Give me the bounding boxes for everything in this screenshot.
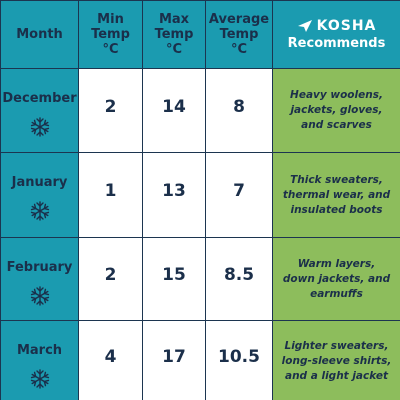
month-cell: December <box>0 68 79 153</box>
header-text: Temp <box>219 27 259 42</box>
snowflake-icon <box>30 201 49 221</box>
min-temp-cell: 1 <box>78 152 143 238</box>
month-name: March <box>16 343 63 358</box>
month-name: February <box>6 260 73 275</box>
header-cell: KOSHA Recommends <box>272 0 400 69</box>
min-temp-cell: 4 <box>78 320 143 400</box>
avg-temp-cell: 7 <box>205 152 273 238</box>
max-temp-cell: 14 <box>142 68 206 153</box>
header-text: Min <box>97 12 124 27</box>
brand-icon <box>297 20 312 32</box>
month-cell: February <box>0 237 79 321</box>
avg-temp: 8 <box>233 96 245 117</box>
recommendation-cell: Warm layers, down jackets, and earmuffs <box>272 237 400 321</box>
max-temp: 17 <box>162 347 186 367</box>
avg-temp-cell: 8 <box>205 68 273 153</box>
header-text: Temp <box>154 27 194 42</box>
min-temp: 2 <box>104 96 117 117</box>
avg-temp: 7 <box>233 181 245 201</box>
header-cell: Average Temp °C <box>205 0 273 69</box>
max-temp: 14 <box>162 96 186 117</box>
snowflake-icon <box>30 286 49 306</box>
avg-temp: 8.5 <box>223 265 255 285</box>
min-temp: 1 <box>104 181 117 201</box>
recommendation-cell: Lighter sweaters, long-sleeve shirts, an… <box>272 320 400 400</box>
snowflake-icon <box>30 369 49 389</box>
header-text: °C <box>230 42 248 57</box>
max-temp-cell: 17 <box>142 320 206 400</box>
header-text: Month <box>16 27 63 42</box>
min-temp-cell: 2 <box>78 237 143 321</box>
recommendation-cell: Thick sweaters, thermal wear, and insula… <box>272 152 400 238</box>
max-temp-cell: 15 <box>142 237 206 321</box>
min-temp: 2 <box>104 265 117 285</box>
month-cell: January <box>0 152 79 238</box>
max-temp: 15 <box>162 265 186 285</box>
avg-temp: 10.5 <box>218 347 260 367</box>
recommendation: Warm layers, down jackets, and earmuffs <box>282 257 391 300</box>
header-cell: Month <box>0 0 79 69</box>
recommendation: Lighter sweaters, long-sleeve shirts, an… <box>281 339 392 382</box>
recommends-label: Recommends <box>287 36 386 51</box>
brand: KOSHA <box>297 18 377 34</box>
min-temp: 4 <box>104 347 117 367</box>
recommendation-cell: Heavy woolens, jackets, gloves, and scar… <box>272 68 400 153</box>
month-name: January <box>11 175 68 190</box>
recommendation: Heavy woolens, jackets, gloves, and scar… <box>290 89 383 131</box>
max-temp-cell: 13 <box>142 152 206 238</box>
avg-temp-cell: 10.5 <box>205 320 273 400</box>
header-cell: Max Temp °C <box>142 0 206 69</box>
header-cell: Min Temp °C <box>78 0 143 69</box>
min-temp-cell: 2 <box>78 68 143 153</box>
snowflake-icon <box>30 117 49 137</box>
avg-temp-cell: 8.5 <box>205 237 273 321</box>
header-text: Average <box>208 12 270 27</box>
header-text: Temp <box>91 27 130 42</box>
month-name: December <box>2 91 77 106</box>
header-text: °C <box>165 42 183 57</box>
header-text: °C <box>102 42 119 57</box>
recommendation: Thick sweaters, thermal wear, and insula… <box>282 173 391 216</box>
max-temp: 13 <box>162 181 186 201</box>
brand-name: KOSHA <box>316 18 377 34</box>
month-cell: March <box>0 320 79 400</box>
header-text: Max <box>158 12 190 27</box>
